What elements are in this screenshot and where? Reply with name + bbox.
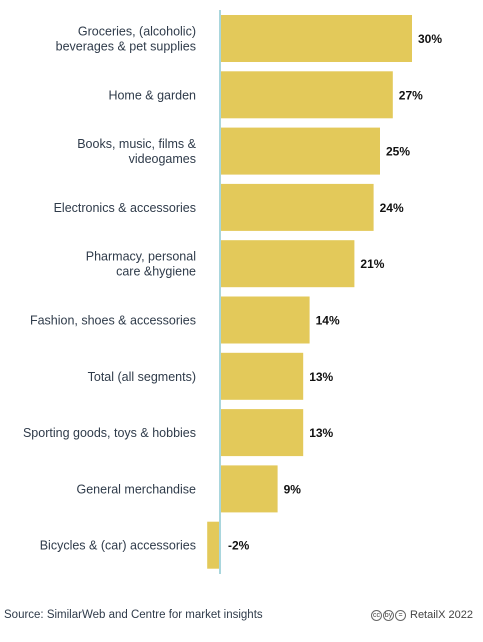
category-label-line: care &hygiene: [116, 265, 196, 279]
category-label-line: beverages & pet supplies: [56, 40, 196, 54]
category-label: Home & garden: [108, 88, 196, 102]
bar: [220, 71, 393, 119]
category-label: Electronics & accessories: [54, 201, 196, 215]
value-label: -2%: [228, 539, 250, 553]
value-label: 9%: [284, 482, 302, 496]
category-label: Fashion, shoes & accessories: [30, 314, 196, 328]
no-derivatives-icon: =: [395, 609, 406, 621]
category-label-line: Fashion, shoes & accessories: [30, 314, 196, 328]
bar: [220, 465, 278, 513]
attribution-icon: by: [383, 609, 394, 621]
category-label: Sporting goods, toys & hobbies: [23, 426, 196, 440]
value-label: 30%: [418, 32, 442, 46]
chart-footer: Source: SimilarWeb and Centre for market…: [4, 606, 473, 624]
category-label-line: Home & garden: [108, 88, 196, 102]
category-label-line: Electronics & accessories: [54, 201, 196, 215]
value-label: 21%: [360, 257, 384, 271]
bar: [220, 183, 374, 231]
category-label-line: Sporting goods, toys & hobbies: [23, 426, 196, 440]
category-label: Total (all segments): [88, 370, 196, 384]
bar: [220, 240, 355, 288]
category-label-line: Books, music, films &: [77, 137, 196, 151]
value-label: 13%: [309, 370, 333, 384]
bar: [220, 352, 304, 400]
bar: [220, 15, 412, 62]
category-label-line: Bicycles & (car) accessories: [40, 539, 196, 553]
bar: [220, 409, 304, 457]
category-label: Groceries, (alcoholic) beverages & pet su…: [56, 25, 196, 54]
license-icons: cc by =: [371, 609, 406, 621]
bar: [207, 521, 220, 569]
creative-commons-icon: cc: [371, 609, 382, 621]
category-label-line: Pharmacy, personal: [86, 250, 196, 264]
category-label-line: Total (all segments): [88, 370, 196, 384]
category-label-line: videogames: [129, 152, 196, 166]
value-label: 13%: [309, 426, 333, 440]
source-note: Source: SimilarWeb and Centre for market…: [4, 609, 263, 621]
bar: [220, 296, 310, 344]
bar: [220, 127, 380, 175]
value-label: 25%: [386, 145, 410, 159]
category-label: Bicycles & (car) accessories: [40, 539, 196, 553]
category-label: General merchandise: [76, 482, 196, 496]
value-label: 14%: [316, 314, 340, 328]
brand-name: RetailX 2022: [410, 609, 473, 621]
category-label-line: Groceries, (alcoholic): [78, 25, 196, 39]
brand-credit: cc by = RetailX 2022: [371, 609, 473, 621]
category-label: Books, music, films & videogames: [77, 137, 196, 166]
value-label: 24%: [380, 201, 404, 215]
value-label: 27%: [399, 88, 423, 102]
category-label-line: General merchandise: [76, 482, 196, 496]
category-label: Pharmacy, personal care &hygiene: [86, 250, 196, 279]
